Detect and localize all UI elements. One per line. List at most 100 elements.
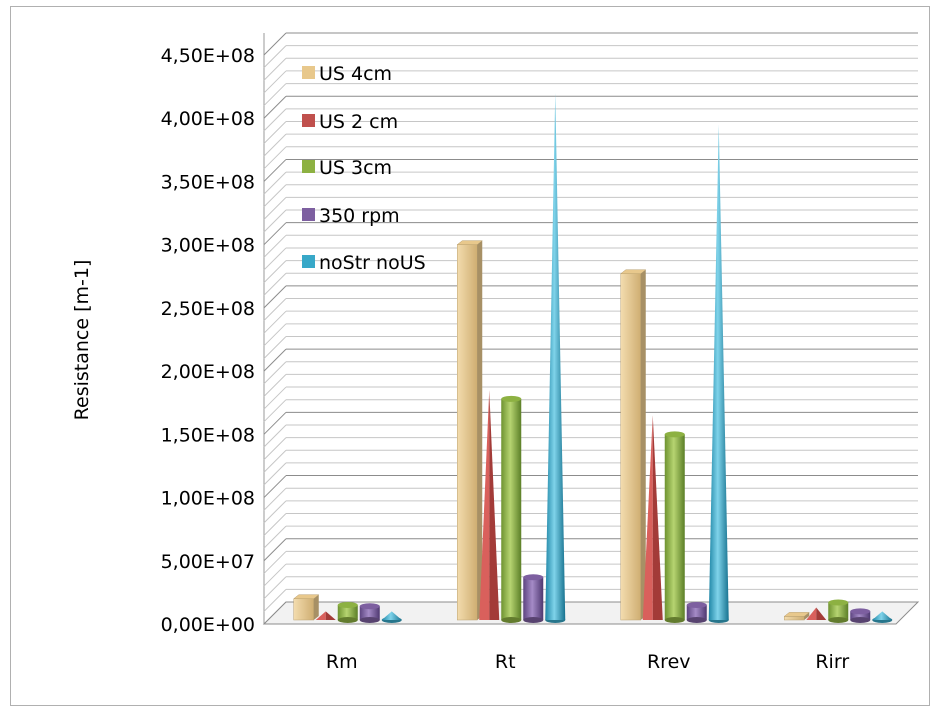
legend-swatch-350rpm <box>302 208 315 221</box>
gridline-wall <box>263 247 287 271</box>
gridline-wall <box>263 487 287 511</box>
y-tick-label: 4,50E+08 <box>161 45 255 67</box>
gridline-wall <box>263 386 287 410</box>
bar-face-right <box>325 611 336 620</box>
bar-face-right <box>816 607 827 620</box>
gridline-wall <box>263 260 287 283</box>
bar-nostr-nous-rrev <box>708 124 729 623</box>
gridline-wall <box>263 32 287 56</box>
gridline-wall <box>263 589 287 612</box>
gridline-wall <box>263 57 287 81</box>
y-tick-label: 5,00E+07 <box>161 551 255 573</box>
bar-us-4cm-rm <box>293 594 320 621</box>
bar-350-rpm-rt <box>523 574 544 623</box>
bar-side <box>477 240 483 620</box>
gridline-wall <box>263 576 287 600</box>
gridline-wall <box>263 563 287 587</box>
bar-face-left <box>806 607 817 620</box>
gridline-wall <box>263 551 287 574</box>
gridline-wall <box>263 424 287 448</box>
bar-us-2-cm-rt <box>479 390 500 620</box>
bar-base <box>686 617 707 623</box>
legend-swatch-us-4cm <box>302 66 315 79</box>
bar-us-2-cm-rrev <box>642 415 663 620</box>
bar-face-left <box>315 611 326 620</box>
gridline-wall <box>263 234 287 258</box>
y-tick-label: 3,00E+08 <box>161 235 255 257</box>
bar-face-right <box>652 415 663 620</box>
gridline-wall <box>263 475 287 498</box>
y-tick-labels: 0,00E+00 5,00E+07 1,00E+08 1,50E+08 2,00… <box>161 45 255 636</box>
legend-label-nostr-nous: noStr noUS <box>319 252 426 274</box>
gridline-wall <box>263 95 287 119</box>
gridline-wall <box>263 399 287 423</box>
gridline-wall <box>263 361 287 385</box>
bar-us-4cm-rt <box>456 240 483 621</box>
bar-350-rpm-rirr <box>850 608 871 623</box>
bar-base <box>828 617 849 623</box>
gridline-wall <box>263 146 287 170</box>
gridline-wall <box>263 513 287 536</box>
legend-swatch-us-2cm <box>302 114 315 127</box>
bar-front <box>620 273 641 621</box>
bar-base <box>359 617 380 623</box>
gridline-wall <box>263 209 287 233</box>
y-axis-label: Resistance [m-1] <box>71 260 93 421</box>
bar-base <box>501 617 522 623</box>
gridline-wall <box>263 108 287 132</box>
gridline-wall <box>263 197 287 220</box>
bar-side <box>313 594 319 620</box>
gridline-wall <box>263 159 287 182</box>
bar-us-2-cm-rm <box>315 611 336 620</box>
bar-body <box>850 611 871 620</box>
bar-us-3cm-rrev <box>664 431 685 623</box>
legend-swatch-nostr-nous <box>302 255 315 268</box>
bar-base <box>523 617 544 623</box>
bar-body <box>872 611 893 620</box>
legend: US 4cm US 2 cm US 3cm 350 rpm noStr noUS <box>302 63 426 274</box>
bar-front <box>293 598 314 621</box>
floor <box>262 601 920 625</box>
bar-base <box>664 617 685 623</box>
legend-label-us-3cm: US 3cm <box>319 157 392 179</box>
legend-label-us-4cm: US 4cm <box>319 63 392 85</box>
bar-body <box>523 577 544 620</box>
gridlines <box>262 32 920 625</box>
x-category-label: Rt <box>495 651 516 673</box>
gridline-wall <box>263 121 287 144</box>
bar-front <box>784 616 805 621</box>
bar-us-3cm-rm <box>337 602 358 623</box>
gridline-wall <box>263 411 287 435</box>
gridline-wall <box>263 538 287 562</box>
y-tick-label: 2,50E+08 <box>161 298 255 320</box>
bar-nostr-nous-rm <box>381 611 402 623</box>
bar-body <box>501 398 522 620</box>
bar-cap <box>359 603 380 610</box>
bar-face-left <box>642 415 653 620</box>
bar-us-3cm-rt <box>501 395 522 623</box>
x-category-label: Rrev <box>647 651 691 673</box>
bar-side <box>804 612 810 620</box>
bar-cap <box>850 608 871 615</box>
bar-body <box>828 602 849 620</box>
bar-cap <box>664 431 685 438</box>
gridline-wall <box>263 222 287 246</box>
bar-base <box>850 617 871 623</box>
gridline-wall <box>263 310 287 334</box>
gridline-wall <box>263 525 287 549</box>
bar-cap <box>501 395 522 402</box>
gridline-wall <box>263 298 287 321</box>
bar-cap <box>337 602 358 609</box>
gridline-wall <box>263 285 287 309</box>
legend-label-us-2cm: US 2 cm <box>319 111 398 133</box>
bar-350-rpm-rrev <box>686 602 707 623</box>
x-category-labels: Rm Rt Rrev Rirr <box>326 651 849 673</box>
bar-body <box>359 606 380 620</box>
gridline-wall <box>263 133 287 157</box>
gridline-wall <box>263 272 287 296</box>
bar-cap <box>686 602 707 609</box>
bar-cap <box>828 599 849 606</box>
y-tick-label: 0,00E+00 <box>161 614 255 636</box>
bar-base <box>337 617 358 623</box>
